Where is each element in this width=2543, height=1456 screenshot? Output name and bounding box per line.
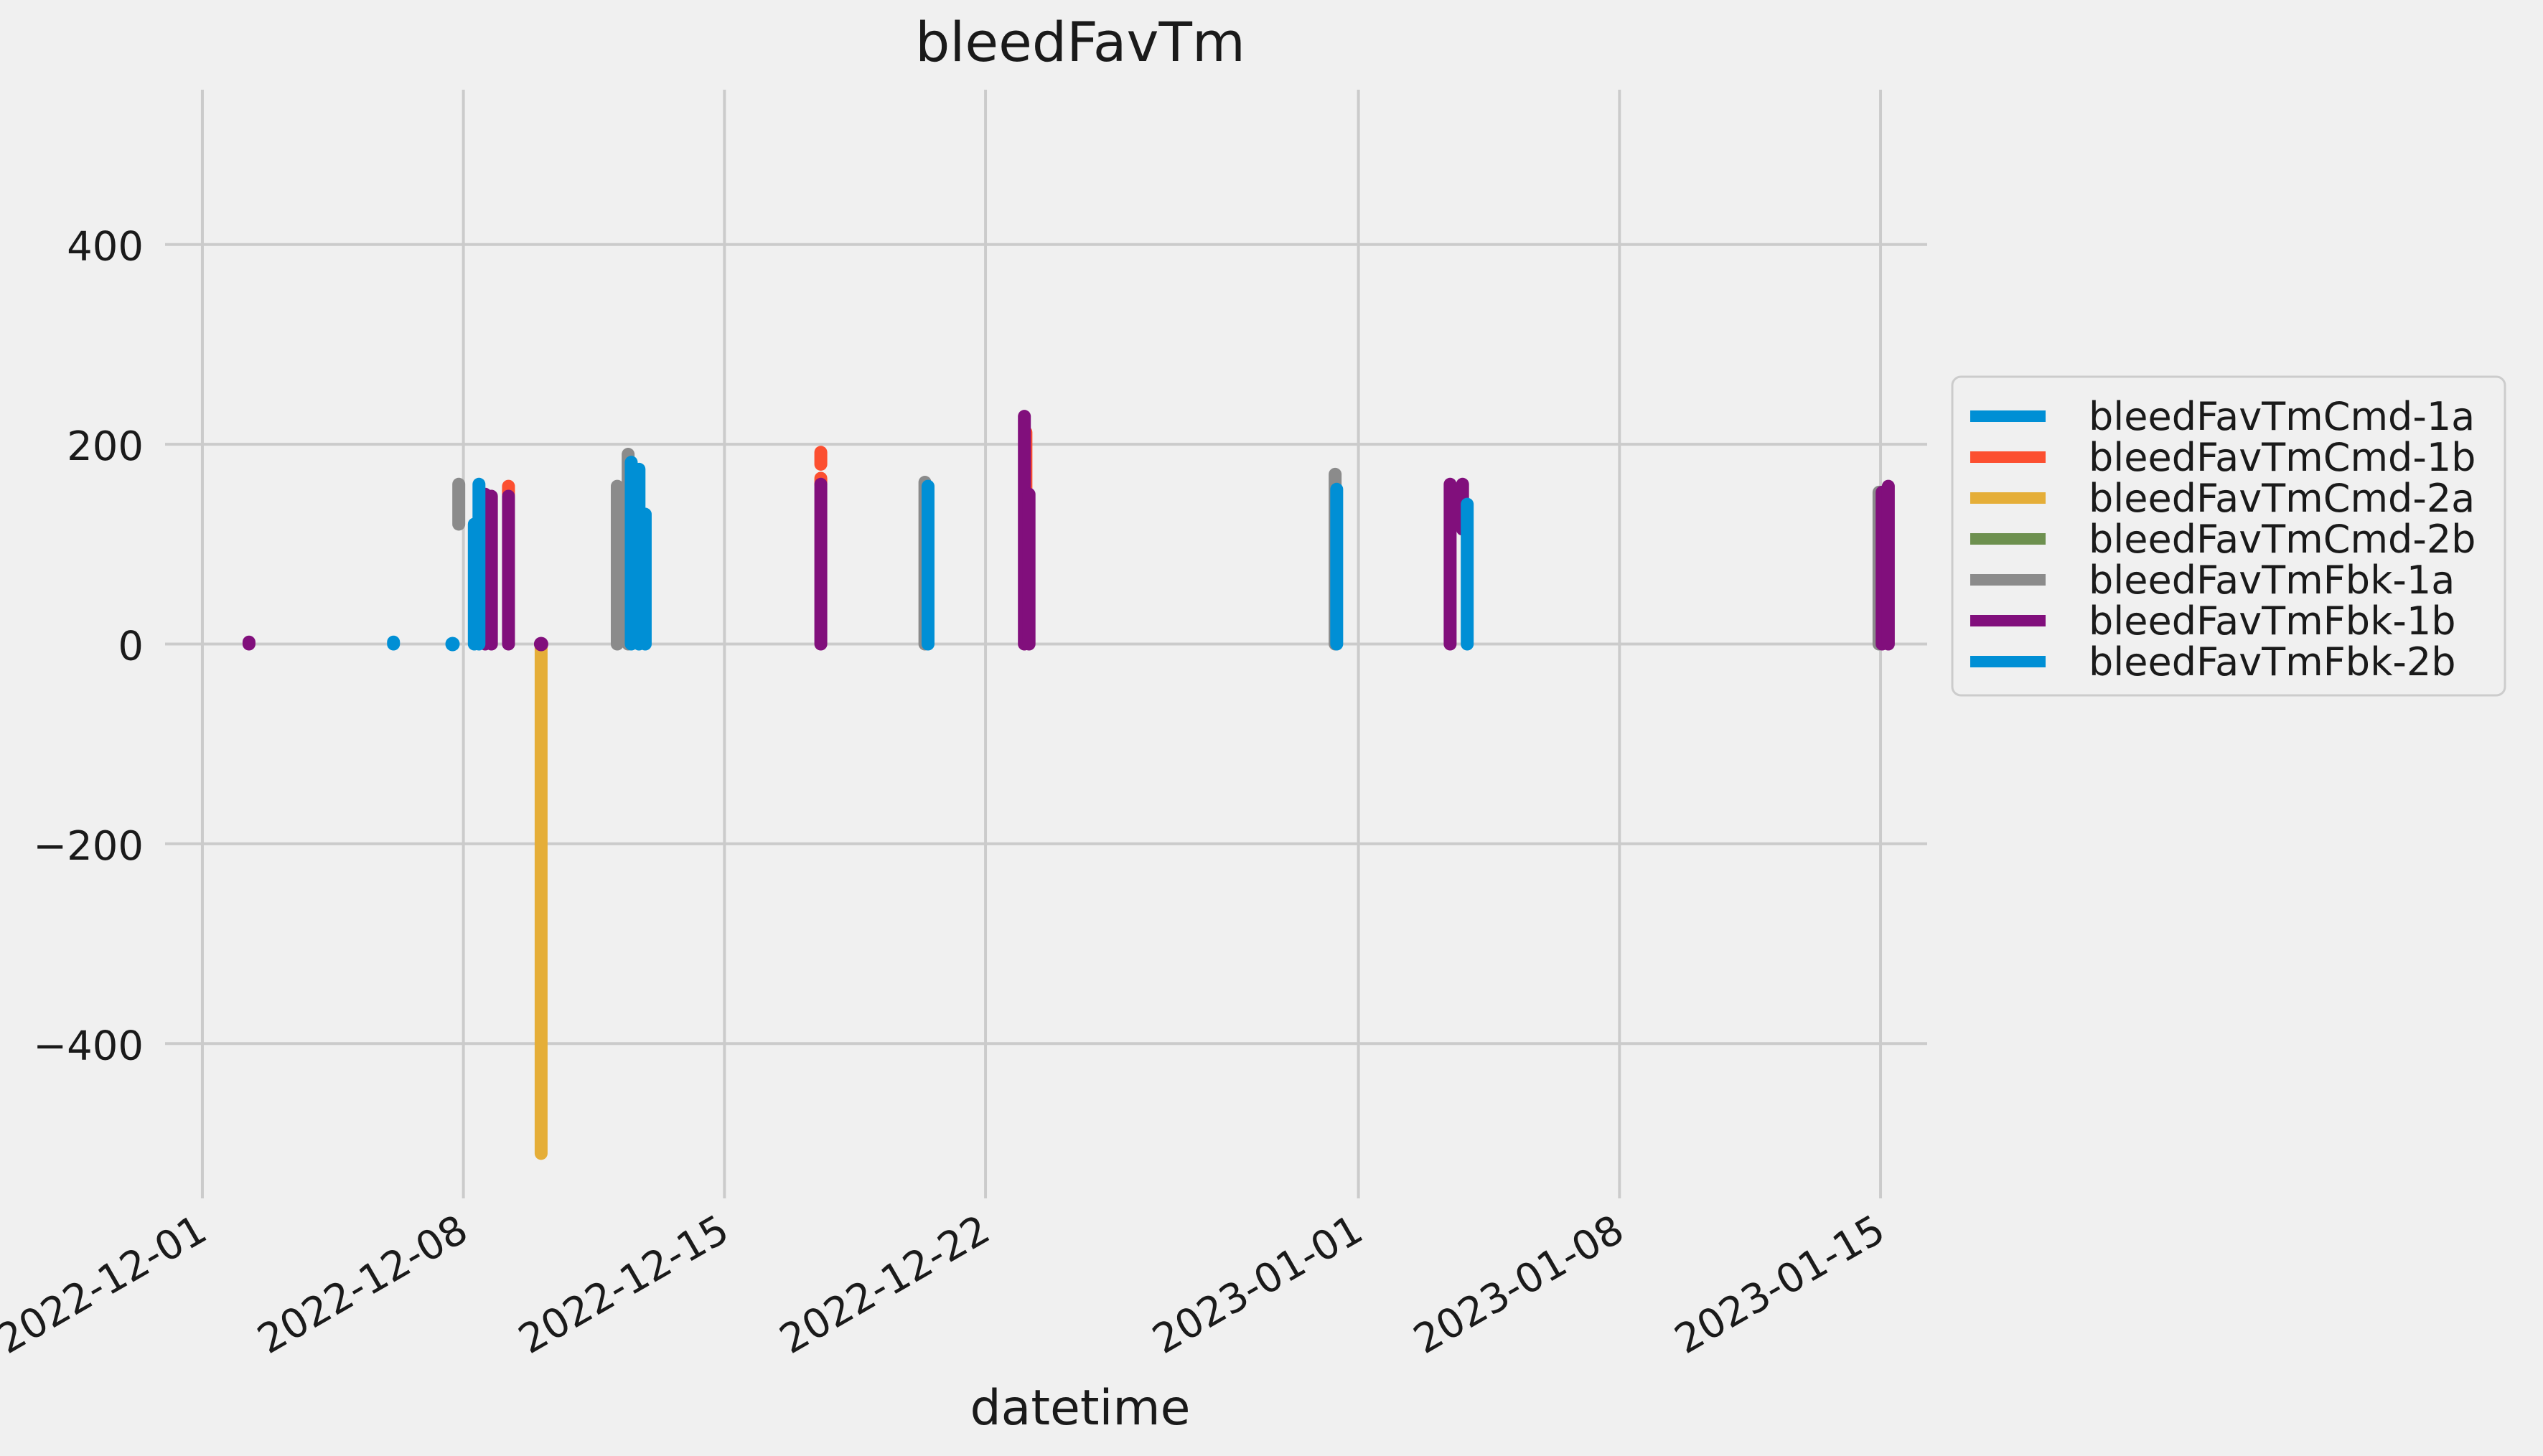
y-tick-label: −400	[33, 1023, 144, 1069]
y-tick-label: 0	[118, 624, 144, 670]
chart-title: bleedFavTm	[915, 10, 1245, 74]
legend-label: bleedFavTmFbk-2b	[2089, 639, 2455, 685]
legend-label: bleedFavTmFbk-1b	[2089, 598, 2455, 644]
series-bleedFavTmFbk-2b	[387, 456, 1474, 651]
y-tick-label: 200	[67, 423, 144, 470]
x-axis-label: datetime	[970, 1380, 1191, 1437]
legend-label: bleedFavTmCmd-1b	[2089, 435, 2476, 480]
y-axis: 400 200 0 −200 −400	[33, 224, 144, 1070]
data-point	[445, 637, 460, 652]
y-tick-label: −200	[33, 823, 144, 870]
legend-box	[1951, 375, 2506, 697]
legend: bleedFavTmCmd-1ableedFavTmCmd-1bbleedFav…	[1951, 375, 2506, 697]
legend-label: bleedFavTmCmd-1a	[2089, 394, 2475, 439]
legend-label: bleedFavTmCmd-2b	[2089, 517, 2476, 562]
legend-label: bleedFavTmCmd-2a	[2089, 476, 2475, 521]
legend-label: bleedFavTmFbk-1a	[2089, 558, 2455, 603]
y-tick-label: 400	[67, 224, 144, 271]
data-point	[533, 637, 548, 652]
series-layer	[242, 410, 1895, 1160]
